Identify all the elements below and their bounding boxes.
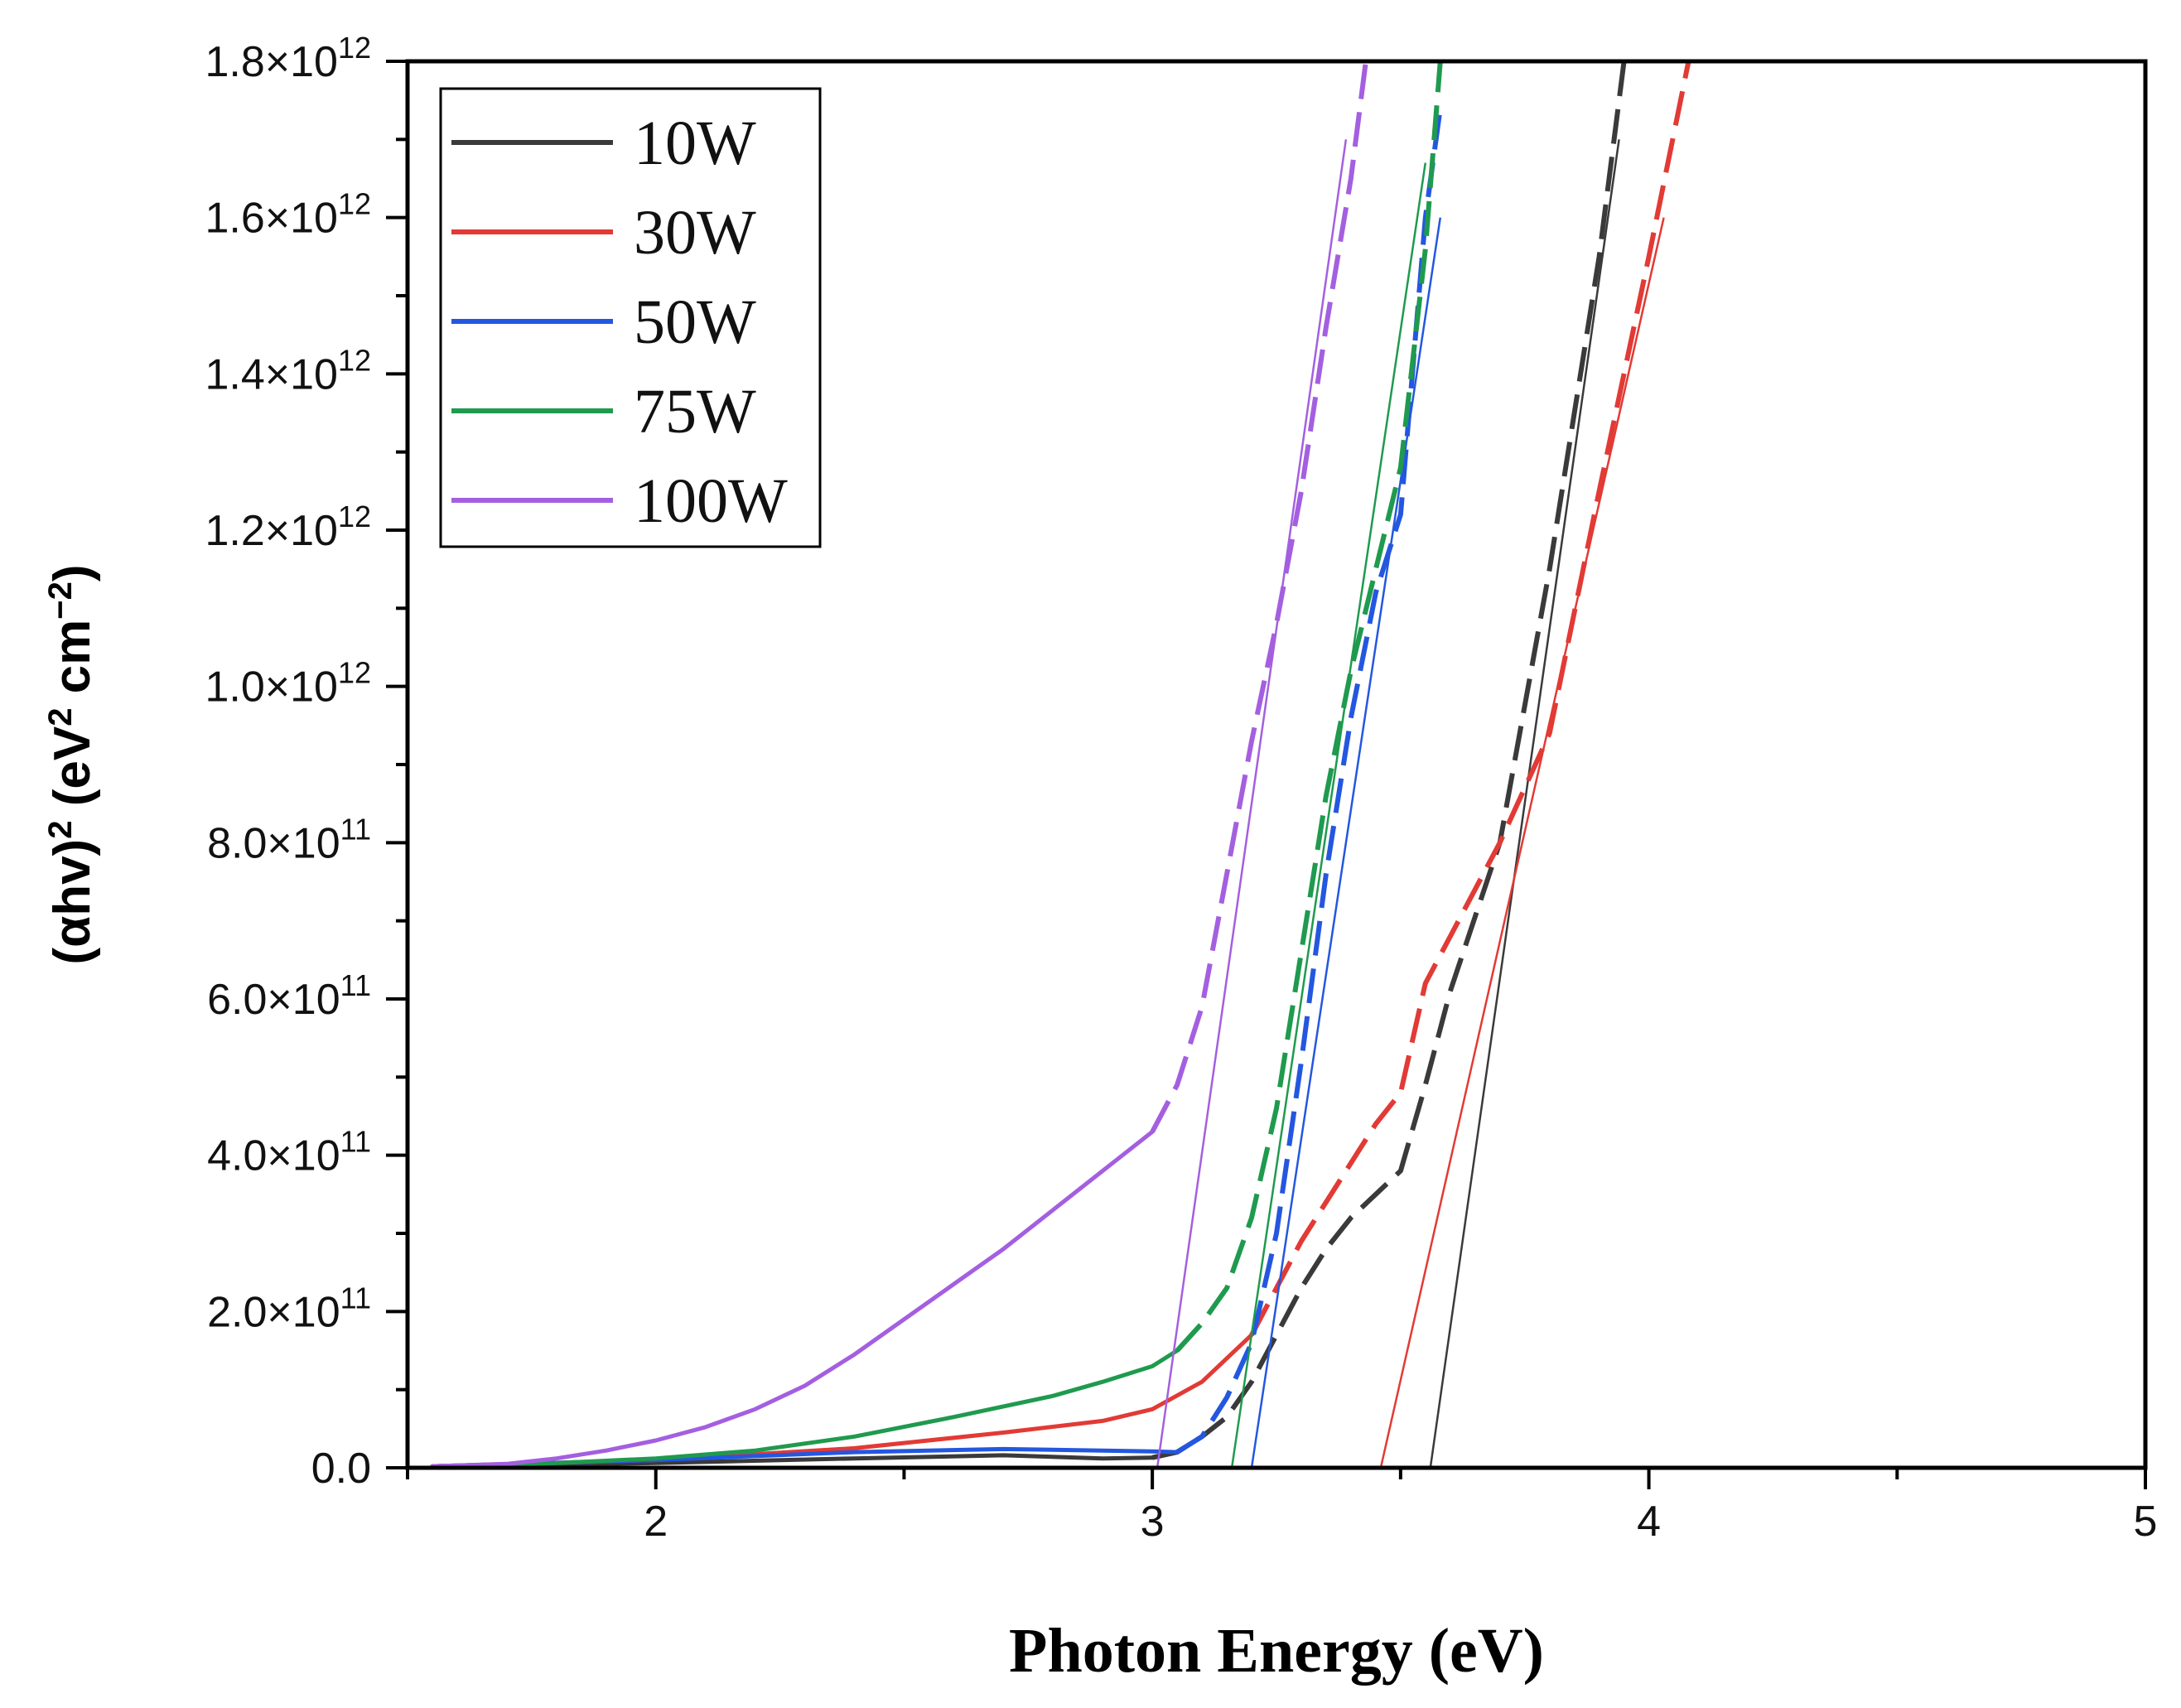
- y-tick-exponent: 12: [338, 187, 371, 221]
- y-tick-label: 4.0×1011: [207, 1125, 371, 1180]
- y-tick-label: 6.0×1011: [207, 968, 371, 1024]
- x-tick-label: 3: [1141, 1498, 1165, 1546]
- series-line-dashed: [1175, 61, 1443, 1353]
- y-tick-exponent: 11: [340, 968, 371, 1002]
- y-tick-mantissa: 1.0×10: [205, 663, 338, 712]
- y-axis-title: (αhv)2 (eV2 cm−2): [42, 564, 101, 964]
- y-tick-label: 1.6×1012: [205, 187, 371, 243]
- y-tick-label: 1.2×1012: [205, 499, 371, 555]
- y-tick-exponent: 12: [338, 31, 371, 65]
- legend-label: 30W: [634, 198, 756, 268]
- series-fit-line: [1250, 217, 1442, 1468]
- legend-label: 50W: [634, 287, 756, 357]
- y-tick-mantissa: 6.0×10: [207, 976, 340, 1024]
- series-line-dashed: [1150, 61, 1368, 1133]
- y-tick-exponent: 11: [340, 812, 371, 846]
- y-tick-exponent: 11: [340, 1125, 371, 1159]
- series-fit-line: [1379, 217, 1665, 1468]
- y-tick-mantissa: 1.2×10: [205, 507, 338, 555]
- y-tick-mantissa: 0.0: [311, 1445, 371, 1493]
- series-fit-line: [1429, 139, 1620, 1468]
- axes-layer: 2 3 4 50.02.0×10114.0×10116.0×10118.0×10111…: [205, 31, 2157, 1546]
- series-fit-line: [1156, 139, 1348, 1468]
- y-tick-exponent: 12: [338, 499, 371, 533]
- legend-box: [439, 87, 822, 548]
- y-tick-exponent: 12: [338, 343, 371, 377]
- x-tick-label: 5: [2134, 1498, 2158, 1546]
- series-fit-line: [1230, 162, 1427, 1468]
- x-tick-label: 4: [1637, 1498, 1661, 1546]
- y-tick-mantissa: 1.4×10: [205, 350, 338, 398]
- x-axis-title: Photon Energy (eV): [1009, 1616, 1544, 1686]
- legend-label: 10W: [634, 109, 756, 178]
- y-tick-label: 8.0×1011: [207, 812, 371, 867]
- series-line-dashed: [1175, 108, 1443, 1455]
- series-line-dashed: [1249, 61, 1691, 1337]
- y-tick-mantissa: 4.0×10: [207, 1132, 340, 1180]
- x-tick-label: 2: [644, 1498, 668, 1546]
- series-100W: [430, 61, 1368, 1468]
- y-tick-mantissa: 2.0×10: [207, 1288, 340, 1336]
- series-line-solid: [430, 1129, 1155, 1468]
- y-tick-label: 1.0×1012: [205, 656, 371, 712]
- series-line-solid: [430, 1333, 1254, 1468]
- series-line-solid: [430, 1349, 1180, 1468]
- series-75W: [430, 61, 1443, 1468]
- y-tick-label: 0.0: [311, 1445, 371, 1493]
- y-tick-exponent: 11: [340, 1281, 371, 1315]
- series-line-solid: [430, 1453, 1155, 1468]
- y-tick-mantissa: 1.6×10: [205, 195, 338, 243]
- legend-label: 75W: [634, 377, 756, 446]
- y-tick-label: 1.4×1012: [205, 343, 371, 398]
- series-layer: [430, 61, 1691, 1468]
- y-tick-label: 2.0×1011: [207, 1281, 371, 1336]
- y-tick-exponent: 12: [338, 656, 371, 690]
- y-tick-label: 1.8×1012: [205, 31, 371, 86]
- legend-label: 100W: [634, 466, 788, 536]
- series-10W: [430, 61, 1627, 1468]
- series-line-dashed: [1151, 61, 1627, 1460]
- y-tick-mantissa: 1.8×10: [205, 38, 338, 86]
- y-tick-mantissa: 8.0×10: [207, 819, 340, 867]
- legend: 10W 30W 50W 75W 100W: [439, 87, 822, 548]
